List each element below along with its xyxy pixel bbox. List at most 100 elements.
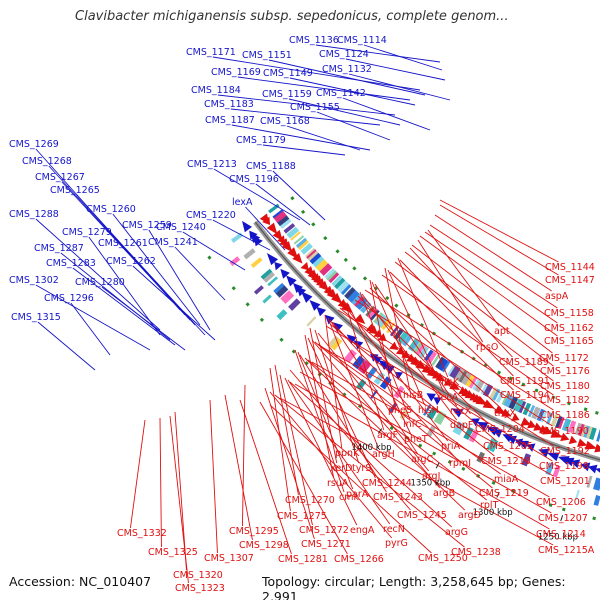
reverse-leader-line xyxy=(337,309,554,447)
reverse-gene-label: aspA xyxy=(545,291,569,302)
reverse-gene-label: CMS_1165 xyxy=(544,336,594,347)
forward-gene-label: CMS_1287 xyxy=(34,243,84,254)
forward-gene-arrow xyxy=(470,418,480,427)
reverse-leader-line xyxy=(294,383,550,530)
reverse-leader-line xyxy=(299,371,552,514)
reverse-gene-label: CMS_1158 xyxy=(544,308,594,319)
gc-mark xyxy=(534,388,539,393)
reverse-gene-label: rplT xyxy=(480,500,499,511)
outer-cog-block xyxy=(586,475,593,488)
reverse-gene-label: CMS_1180 xyxy=(540,381,590,392)
reverse-gene-arrow xyxy=(520,417,532,426)
outer-feature-block xyxy=(229,256,241,267)
gc-mark xyxy=(419,322,424,328)
forward-leader-line xyxy=(112,213,201,326)
reverse-gene-label: CMS_1192 xyxy=(540,446,590,457)
forward-gene-label: CMS_1262 xyxy=(106,256,156,267)
reverse-leader-line xyxy=(224,394,253,541)
reverse-leader-line xyxy=(274,394,465,548)
reverse-gene-label: CMS_1270 xyxy=(285,495,335,506)
inner-cog-block xyxy=(522,402,532,416)
forward-leader-line xyxy=(348,73,451,101)
gc-mark xyxy=(583,407,588,412)
reverse-gene-label: CMS_1201 xyxy=(540,476,590,487)
reverse-gene-arrow xyxy=(272,229,283,241)
reverse-gene-label: priA xyxy=(441,441,461,452)
reverse-leader-line xyxy=(289,381,453,528)
reverse-leader-line xyxy=(259,401,348,555)
reverse-leader-line xyxy=(331,321,457,459)
reverse-gene-label: CMS_1176 xyxy=(540,366,590,377)
inner-cog-block xyxy=(344,287,356,299)
reverse-leader-line xyxy=(424,231,558,324)
reverse-gene-label: CMS_1219 xyxy=(479,488,529,499)
reverse-leader-line xyxy=(369,279,396,406)
kbp-tick-mark xyxy=(435,462,440,469)
outer-feature-block xyxy=(574,489,580,500)
gc-mark xyxy=(432,451,437,456)
forward-gene-arrow xyxy=(486,426,499,436)
forward-gene-label: CMS_1296 xyxy=(44,293,94,304)
forward-gene-label: lexA xyxy=(232,197,253,208)
forward-leader-line xyxy=(35,218,161,331)
inner-cog-block xyxy=(555,415,563,429)
reverse-gene-label: CMS_1172 xyxy=(539,353,589,364)
reverse-gene-label: CMS_1189 xyxy=(499,357,549,368)
gc-mark xyxy=(508,376,513,381)
forward-leader-line xyxy=(288,98,401,126)
inner-cog-block xyxy=(279,217,292,229)
reverse-gene-label: CMS_1281 xyxy=(278,554,328,565)
reverse-leader-line xyxy=(287,379,391,525)
reverse-gene-label: CMS_1205 xyxy=(483,441,533,452)
forward-leader-line xyxy=(72,267,176,346)
reverse-leader-line xyxy=(324,314,343,449)
outer-cog-block xyxy=(593,477,600,491)
accession-text: Accession: NC_010407 xyxy=(9,574,152,589)
outer-cog-block xyxy=(261,269,276,283)
forward-gene-label: CMS_1183 xyxy=(204,99,254,110)
forward-leader-line xyxy=(132,265,216,341)
reverse-leader-line xyxy=(129,419,146,529)
inner-cog-block xyxy=(340,283,352,295)
inner-cog-block xyxy=(527,405,536,418)
inner-cog-block xyxy=(557,416,565,430)
forward-gene-label: CMS_1168 xyxy=(260,116,310,127)
reverse-gene-label: argD xyxy=(458,510,481,521)
inner-cog-block xyxy=(435,356,445,369)
kbp-tick-label: 1300 kbp xyxy=(473,508,513,518)
reverse-gene-label: CMS_1271 xyxy=(301,539,351,550)
reverse-leader-line xyxy=(329,319,419,455)
reverse-gene-label: CMS_1243 xyxy=(373,492,423,503)
reverse-leader-line xyxy=(357,295,489,425)
outer-cog-block xyxy=(288,298,301,311)
reverse-leader-line xyxy=(241,384,246,527)
inner-cog-block xyxy=(502,393,514,408)
outer-cog-block xyxy=(344,349,357,363)
reverse-gene-arrow xyxy=(533,422,543,431)
forward-gene-arrow xyxy=(309,299,321,311)
gc-mark xyxy=(548,503,553,508)
reverse-gene-label: CMS_1204 xyxy=(475,424,525,435)
inner-cog-block xyxy=(286,226,300,239)
forward-gene-label: CMS_1302 xyxy=(9,275,59,286)
forward-gene-arrow xyxy=(515,438,524,447)
outer-cog-block xyxy=(260,268,273,280)
forward-gene-arrow xyxy=(316,306,327,317)
outer-cog-block xyxy=(275,284,289,298)
reverse-leader-line xyxy=(397,257,449,378)
reverse-leader-line xyxy=(264,387,315,540)
gc-mark xyxy=(551,395,556,400)
forward-gene-label: CMS_1132 xyxy=(322,64,372,75)
reverse-gene-label: cmk xyxy=(339,492,359,503)
gc-mark xyxy=(491,480,496,485)
reverse-leader-line xyxy=(317,332,430,472)
reverse-leader-line xyxy=(339,307,497,442)
reverse-leader-line xyxy=(374,283,458,407)
forward-gene-label: CMS_1188 xyxy=(246,161,296,172)
outer-cog-block xyxy=(230,232,244,244)
gc-mark xyxy=(394,303,399,308)
reverse-gene-arrow xyxy=(527,419,537,429)
reverse-leader-line xyxy=(269,391,393,539)
forward-gene-arrow xyxy=(547,452,560,462)
forward-leader-line xyxy=(212,56,421,91)
